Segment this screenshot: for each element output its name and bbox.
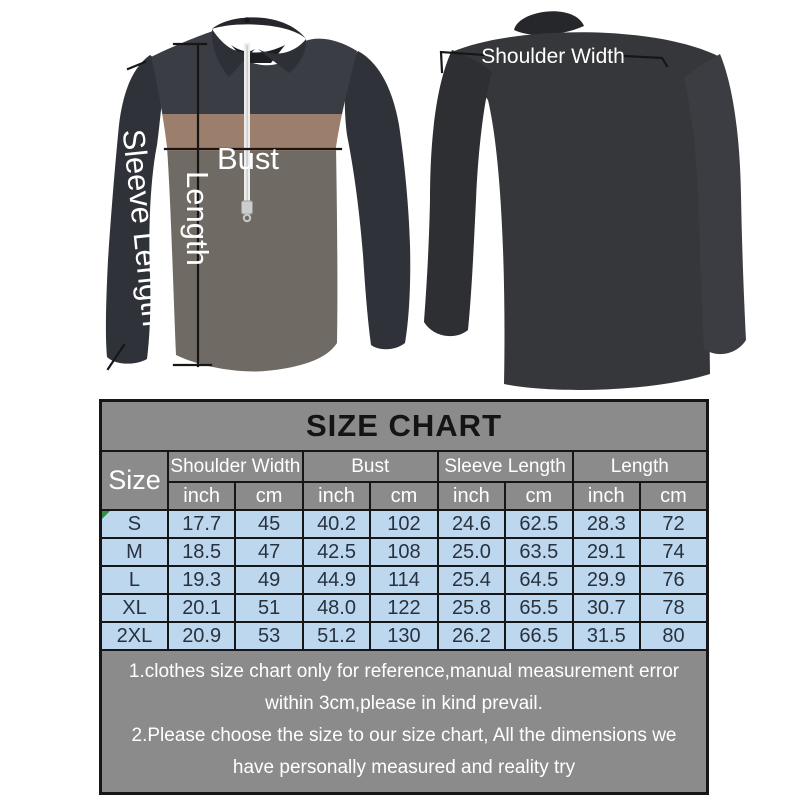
value-cell: 74 (639, 537, 709, 567)
front-shirt-figure: Sleeve Length Bust Length (105, 17, 411, 372)
size-cell: XL (99, 593, 169, 623)
value-cell: 31.5 (571, 621, 642, 651)
value-cell: 17.7 (166, 509, 237, 539)
value-cell: 47 (234, 537, 304, 567)
value-cell: 49 (234, 565, 304, 595)
unit-header-cm: cm (504, 481, 574, 511)
sleeve-measure-cuff-tick (106, 343, 126, 371)
back-body (452, 32, 718, 390)
value-cell: 40.2 (301, 509, 372, 539)
table-row-m: M 18.5 47 42.5 108 25.0 63.5 29.1 74 (99, 537, 709, 567)
value-cell: 66.5 (504, 621, 574, 651)
size-cell: L (99, 565, 169, 595)
value-cell: 63.5 (504, 537, 574, 567)
zipper-slider (241, 200, 253, 215)
notes-row: 1.clothes size chart only for reference,… (99, 649, 709, 795)
value-cell: 26.2 (436, 621, 507, 651)
unit-header-inch: inch (571, 481, 642, 511)
front-brown-band (151, 114, 357, 151)
front-left-sleeve (105, 55, 167, 364)
value-cell: 72 (639, 509, 709, 539)
table-row-2xl: 2XL 20.9 53 51.2 130 26.2 66.5 31.5 80 (99, 621, 709, 651)
group-header-sleeve-length: Sleeve Length (436, 450, 574, 483)
group-header-shoulder-width: Shoulder Width (166, 450, 304, 483)
value-cell: 76 (639, 565, 709, 595)
table-row-s: S 17.7 45 40.2 102 24.6 62.5 28.3 72 (99, 509, 709, 539)
value-cell: 20.1 (166, 593, 237, 623)
unit-header-inch: inch (166, 481, 237, 511)
table-row-l: L 19.3 49 44.9 114 25.4 64.5 29.9 76 (99, 565, 709, 595)
unit-header-row: inch cm inch cm inch cm inch cm (101, 481, 709, 511)
value-cell: 44.9 (301, 565, 372, 595)
value-cell: 19.3 (166, 565, 237, 595)
front-body-panel (151, 151, 357, 372)
value-cell: 51.2 (301, 621, 372, 651)
value-cell: 18.5 (166, 537, 237, 567)
unit-header-cm: cm (639, 481, 709, 511)
size-chart-section: SIZE CHART Size Shoulder Width Bust Slee… (99, 399, 709, 795)
value-cell: 25.0 (436, 537, 507, 567)
size-chart-table: SIZE CHART Size Shoulder Width Bust Slee… (99, 399, 709, 795)
unit-header-cm: cm (369, 481, 439, 511)
title-row: SIZE CHART (99, 399, 709, 452)
table-row-xl: XL 20.1 51 48.0 122 25.8 65.5 30.7 78 (99, 593, 709, 623)
value-cell: 65.5 (504, 593, 574, 623)
value-cell: 114 (369, 565, 439, 595)
value-cell: 130 (369, 621, 439, 651)
group-header-row: Size Shoulder Width Bust Sleeve Length L… (99, 450, 709, 511)
note-line-2: 2.Please choose the size to our size cha… (131, 725, 677, 778)
note-line-1: 1.clothes size chart only for reference,… (128, 661, 680, 714)
collar-back-band (212, 17, 306, 39)
zipper-teeth (246, 45, 248, 203)
value-cell: 29.9 (571, 565, 642, 595)
back-left-sleeve (424, 50, 492, 337)
shoulder-width-label: Shoulder Width (481, 45, 625, 68)
value-cell: 122 (369, 593, 439, 623)
back-collar (514, 11, 584, 35)
value-cell: 78 (639, 593, 709, 623)
value-cell: 53 (234, 621, 304, 651)
group-header-length: Length (571, 450, 709, 483)
value-cell: 30.7 (571, 593, 642, 623)
shoulder-width-right-line (622, 54, 669, 68)
front-right-sleeve (344, 51, 411, 350)
size-cell: M (99, 537, 169, 567)
value-cell: 64.5 (504, 565, 574, 595)
unit-header-inch: inch (301, 481, 372, 511)
back-shirt-figure: Shoulder Width (424, 11, 746, 390)
size-cell: S (99, 509, 169, 539)
value-cell: 25.8 (436, 593, 507, 623)
unit-header-inch: inch (436, 481, 507, 511)
length-label: Length (180, 171, 215, 266)
value-cell: 102 (369, 509, 439, 539)
collar-right-flap (258, 39, 307, 73)
value-cell: 108 (369, 537, 439, 567)
group-header-bust: Bust (301, 450, 439, 483)
value-cell: 24.6 (436, 509, 507, 539)
value-cell: 80 (639, 621, 709, 651)
value-cell: 62.5 (504, 509, 574, 539)
shoulder-width-left-bracket (439, 50, 486, 74)
value-cell: 42.5 (301, 537, 372, 567)
value-cell: 48.0 (301, 593, 372, 623)
value-cell: 45 (234, 509, 304, 539)
notes: 1.clothes size chart only for reference,… (99, 649, 709, 795)
collar-left-flap (211, 29, 255, 77)
size-cell: 2XL (99, 621, 169, 651)
sleeve-measure-shoulder-tick (126, 60, 147, 71)
bust-label: Bust (217, 141, 279, 176)
value-cell: 20.9 (166, 621, 237, 651)
value-cell: 51 (234, 593, 304, 623)
collar-button (244, 17, 250, 23)
size-column-header: Size (99, 450, 169, 511)
value-cell: 28.3 (571, 509, 642, 539)
size-chart-title: SIZE CHART (99, 399, 709, 452)
value-cell: 25.4 (436, 565, 507, 595)
value-cell: 29.1 (571, 537, 642, 567)
excel-flag-icon (102, 512, 110, 519)
back-right-sleeve (684, 54, 746, 355)
zipper-pull (242, 213, 252, 223)
unit-header-cm: cm (234, 481, 304, 511)
